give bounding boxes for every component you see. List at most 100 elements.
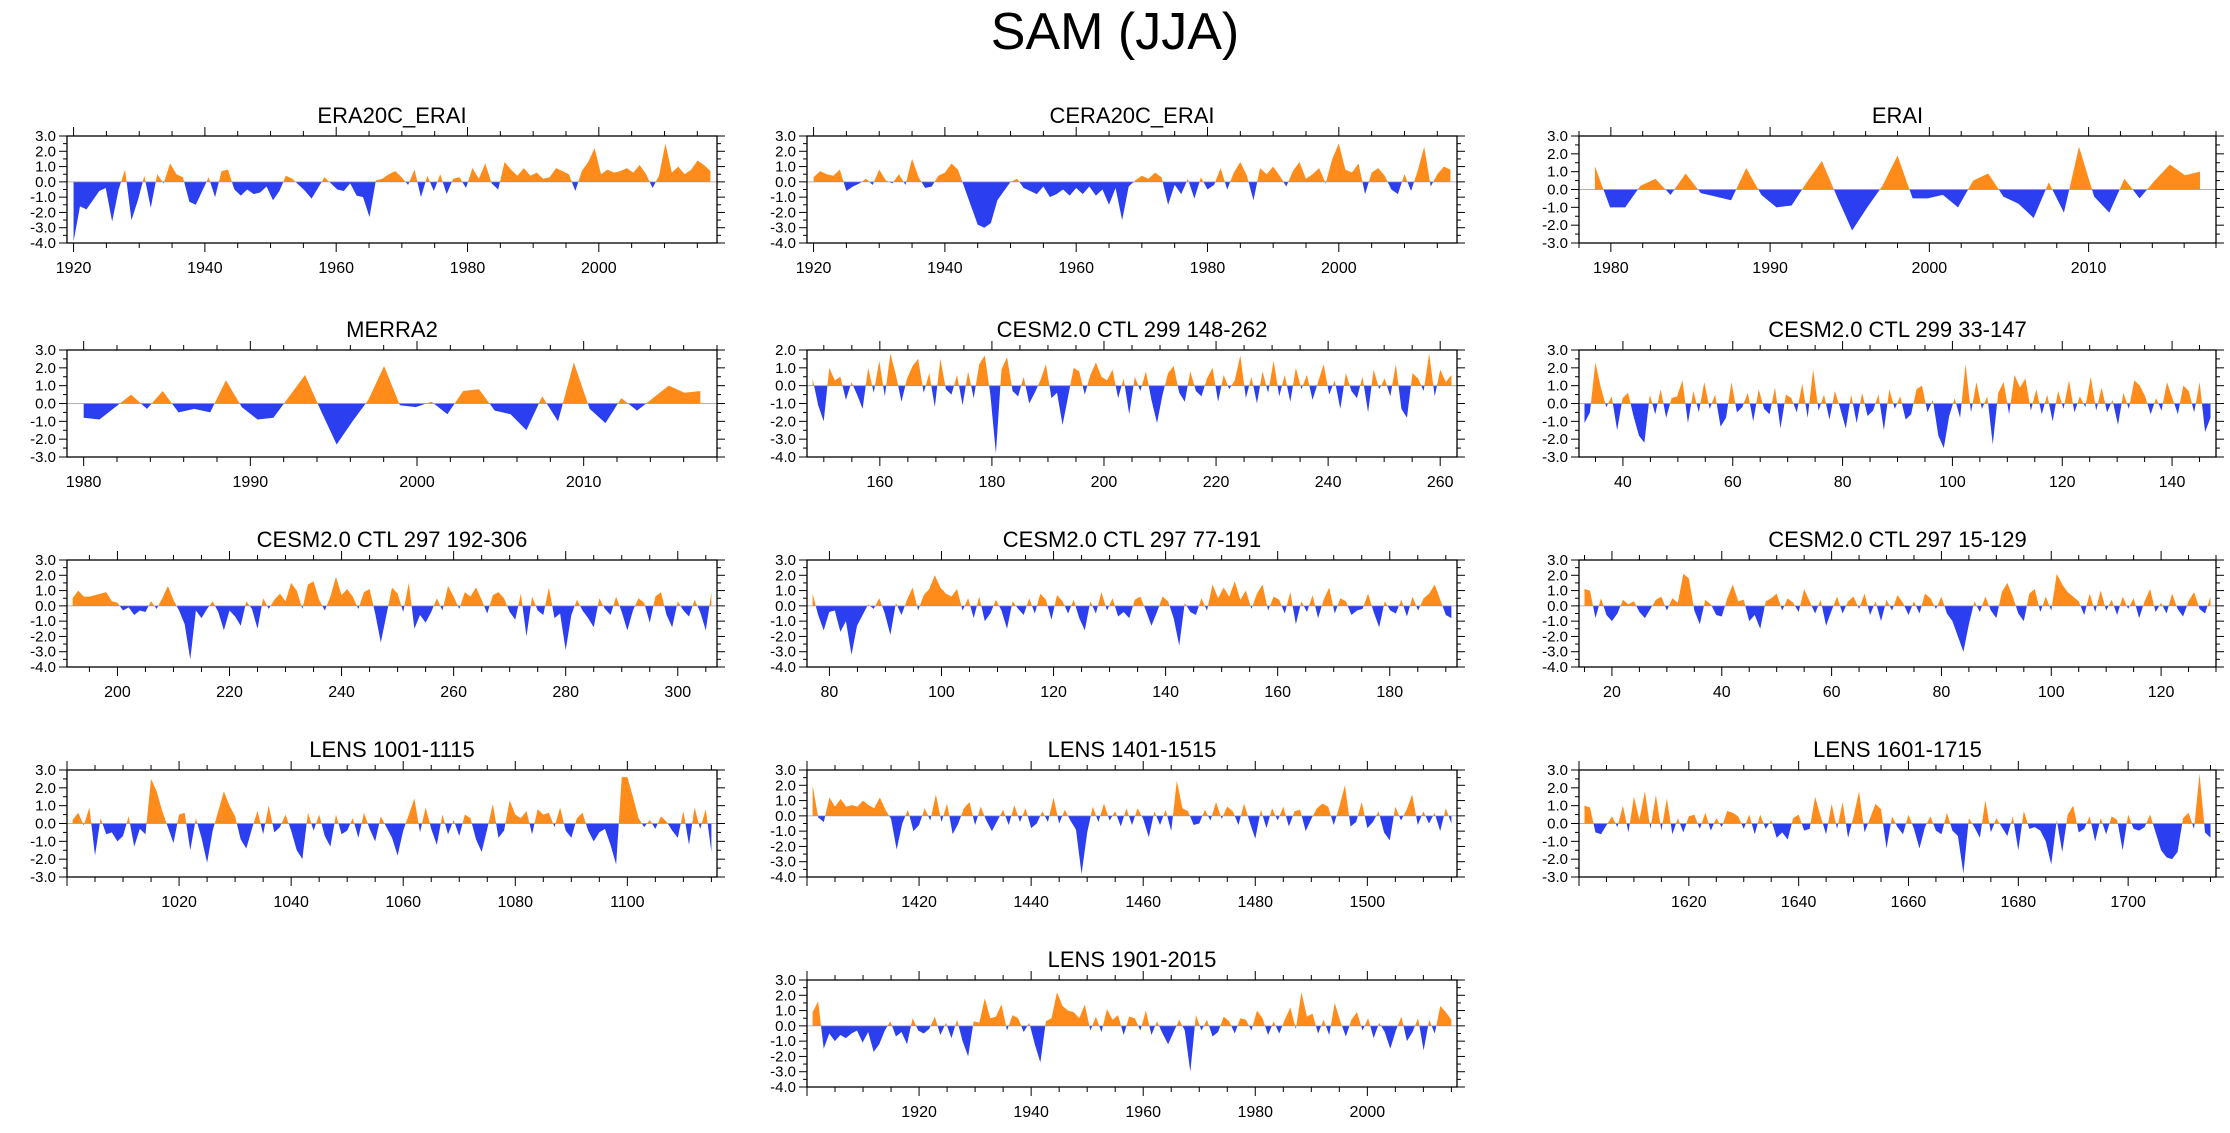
x-tick-label: 160 [866,474,893,491]
y-tick-label: 0.0 [35,816,56,833]
plot-frame [806,559,1458,668]
panel-title: ERAI [1872,103,1923,128]
y-tick-label: 1.0 [1547,164,1568,181]
positive-area [1584,773,2206,824]
x-tick-label: 1940 [187,260,223,277]
x-tick-label: 120 [2148,684,2175,701]
negative-area [839,181,1438,228]
y-tick-label: 2.0 [1547,360,1568,377]
y-tick-label: -4.0 [770,449,796,466]
x-tick-label: 2010 [566,474,602,491]
y-tick-label: -3.0 [1542,644,1568,661]
x-tick-label: 2010 [2071,260,2107,277]
x-tick-label: 240 [1315,474,1342,491]
y-tick-label: 2.0 [1547,146,1568,163]
x-tick-label: 120 [2049,474,2076,491]
x-tick-label: 260 [1427,474,1454,491]
panel-title: ERA20C_ERAI [317,103,466,128]
positive-area [1584,573,2211,606]
x-tick-label: 1040 [273,894,309,911]
y-tick-label: -2.0 [770,413,796,430]
y-tick-label: -4.0 [770,869,796,886]
y-tick-label: 3.0 [1547,342,1568,359]
y-tick-label: 2.0 [775,342,796,359]
y-tick-label: -3.0 [30,869,56,886]
y-tick-label: 1.0 [775,360,796,377]
y-tick-label: 2.0 [35,143,56,160]
panel-title: CERA20C_ERAI [1049,103,1214,128]
x-tick-label: 180 [979,474,1006,491]
chart-panel: 3.02.01.00.0-1.0-2.0-3.0-4.0 20 40 60 80 100 1… [1542,527,2224,701]
x-tick-label: 60 [1724,474,1742,491]
y-tick-label: 0.0 [775,1018,796,1035]
positive-area [812,353,1452,386]
y-tick-label: 1.0 [775,1003,796,1020]
y-tick-label: 0.0 [775,598,796,615]
x-tick-label: 1980 [1237,1104,1273,1121]
chart-panel: 3.02.01.00.0-1.0-2.0-3.0-4.0 1420 1440 1460… [770,737,1465,911]
y-tick-label: -3.0 [770,1064,796,1081]
x-tick-label: 300 [664,684,691,701]
plot-frame [66,559,718,668]
y-tick-label: 3.0 [1547,128,1568,145]
plot-frame [806,349,1458,458]
panel-title: LENS 1901-2015 [1048,947,1217,972]
y-tick-label: -2.0 [1542,851,1568,868]
y-tick-label: 3.0 [775,762,796,779]
y-tick-label: 2.0 [1547,567,1568,584]
y-tick-label: 2.0 [775,987,796,1004]
y-tick-label: -3.0 [770,431,796,448]
x-tick-label: 120 [1040,684,1067,701]
x-tick-label: 1990 [1752,260,1788,277]
y-tick-label: 0.0 [35,598,56,615]
negative-area [1589,605,2211,652]
y-tick-label: 3.0 [775,128,796,145]
positive-area [812,575,1446,606]
y-tick-label: 0.0 [775,378,796,395]
x-tick-label: 40 [1713,684,1731,701]
x-tick-label: 100 [1939,474,1966,491]
y-tick-label: -3.0 [770,644,796,661]
x-tick-label: 180 [1376,684,1403,701]
x-tick-label: 1060 [385,894,421,911]
y-tick-label: -4.0 [30,235,56,252]
x-tick-label: 80 [1933,684,1951,701]
y-tick-label: 2.0 [775,143,796,160]
x-tick-label: 40 [1614,474,1632,491]
x-tick-label: 220 [216,684,243,701]
y-tick-label: -3.0 [1542,869,1568,886]
y-tick-label: 3.0 [775,972,796,989]
panel-title: LENS 1601-1715 [1813,737,1982,762]
x-tick-label: 1420 [901,894,937,911]
x-tick-label: 1480 [1237,894,1273,911]
negative-area [812,385,1441,454]
y-tick-label: -2.0 [770,838,796,855]
negative-area [78,823,712,865]
x-tick-label: 1960 [318,260,354,277]
y-tick-label: 0.0 [1547,816,1568,833]
chart-panel: 3.02.01.00.0-1.0-2.0-3.0-4.0 1920 1940 1960… [770,947,1465,1121]
positive-area [1589,362,2206,404]
y-tick-label: 1.0 [775,159,796,176]
y-tick-label: -1.0 [1542,613,1568,630]
y-tick-label: -3.0 [30,220,56,237]
y-tick-label: -4.0 [770,659,796,676]
x-tick-label: 1920 [901,1104,937,1121]
x-tick-label: 1100 [610,894,645,911]
panel-title: LENS 1001-1115 [309,737,475,762]
positive-area [813,143,1451,182]
plot-frame [1578,559,2217,668]
x-tick-label: 2000 [1912,260,1948,277]
x-tick-label: 20 [1603,684,1621,701]
negative-area [818,1025,1441,1072]
panel-title: MERRA2 [346,317,438,342]
negative-area [117,605,712,660]
chart-panel: 3.02.01.00.0-1.0-2.0-3.0-4.0 80 100 120 140 1… [770,527,1465,701]
x-tick-label: 1940 [1013,1104,1049,1121]
x-tick-label: 240 [328,684,355,701]
y-tick-label: 3.0 [35,762,56,779]
y-tick-label: -3.0 [30,644,56,661]
y-tick-label: 0.0 [775,174,796,191]
y-tick-label: 0.0 [775,808,796,825]
y-tick-label: 3.0 [775,552,796,569]
